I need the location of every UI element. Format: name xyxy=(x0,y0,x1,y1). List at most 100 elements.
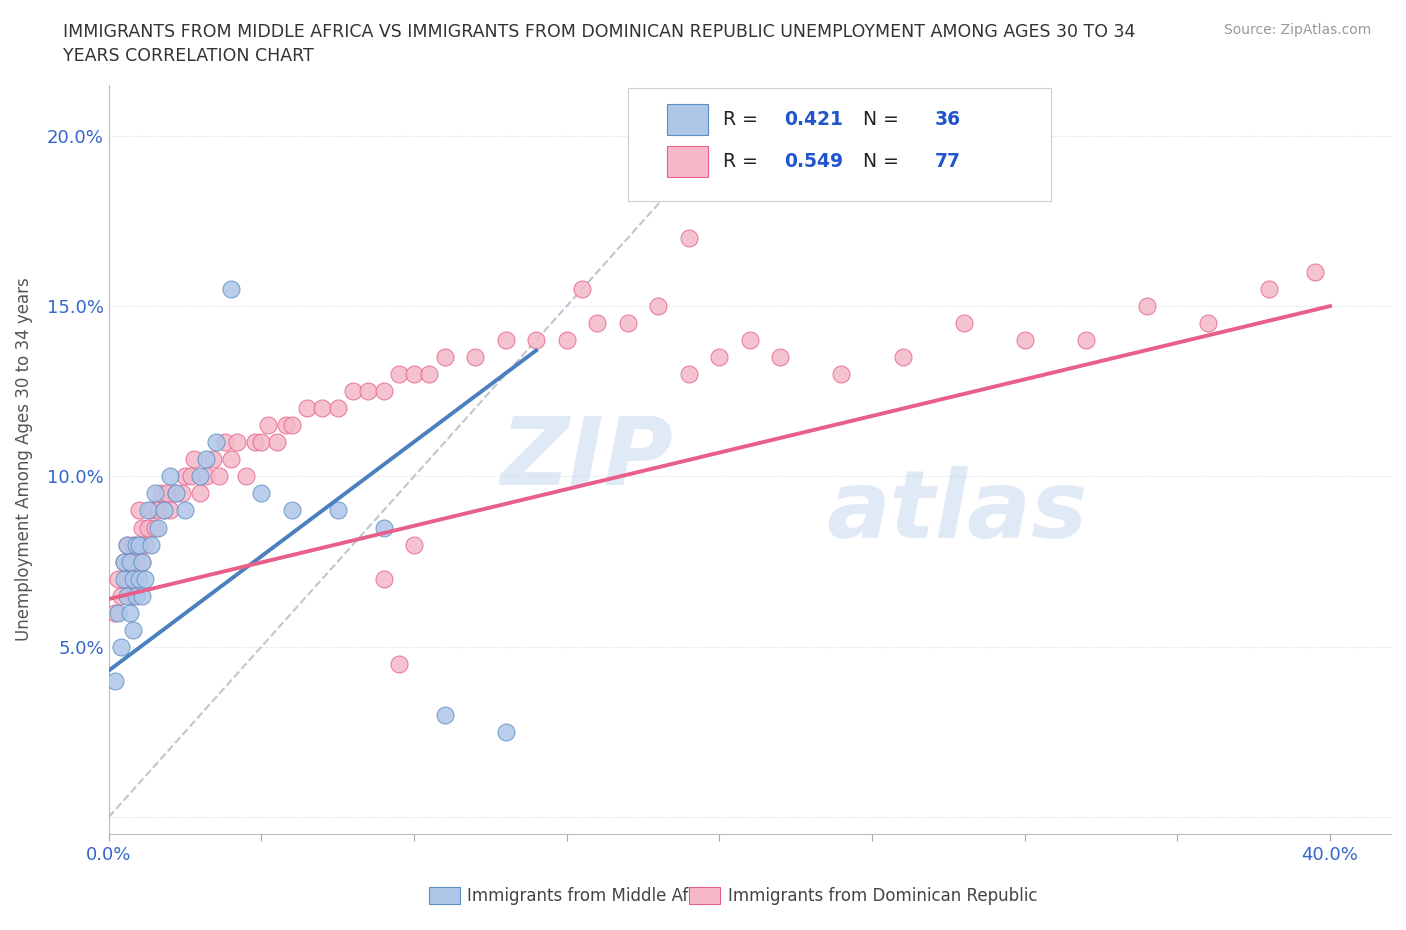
Point xyxy=(1136,299,1159,313)
Point xyxy=(134,538,156,552)
Point xyxy=(107,571,129,586)
Point xyxy=(342,384,364,399)
Point xyxy=(586,315,609,330)
Point xyxy=(326,401,349,416)
Point xyxy=(464,350,486,365)
Text: 36: 36 xyxy=(935,110,960,129)
Point xyxy=(250,486,273,501)
Y-axis label: Unemployment Among Ages 30 to 34 years: Unemployment Among Ages 30 to 34 years xyxy=(15,277,32,642)
Point xyxy=(250,435,273,450)
Point xyxy=(1197,315,1219,330)
Point xyxy=(524,333,547,348)
Point xyxy=(156,486,179,501)
Text: Immigrants from Middle Africa: Immigrants from Middle Africa xyxy=(467,886,718,905)
Point xyxy=(115,571,138,586)
Point xyxy=(891,350,914,365)
Point xyxy=(159,503,181,518)
Point xyxy=(678,231,700,246)
Point xyxy=(115,538,138,552)
Point xyxy=(214,435,236,450)
Text: Source: ZipAtlas.com: Source: ZipAtlas.com xyxy=(1223,23,1371,37)
Text: 0.421: 0.421 xyxy=(785,110,844,129)
Point xyxy=(1074,333,1097,348)
Point xyxy=(149,486,172,501)
Point xyxy=(281,418,304,432)
Point xyxy=(373,384,395,399)
Point xyxy=(952,315,974,330)
Point xyxy=(201,452,224,467)
Point xyxy=(373,520,395,535)
Point xyxy=(709,350,731,365)
Point xyxy=(402,366,425,381)
Point xyxy=(110,639,132,654)
Point xyxy=(120,554,142,569)
Text: N =: N = xyxy=(851,110,905,129)
Point xyxy=(274,418,297,432)
FancyBboxPatch shape xyxy=(666,146,707,177)
Point xyxy=(122,588,145,603)
Point xyxy=(152,503,174,518)
Point xyxy=(418,366,440,381)
Point xyxy=(131,554,153,569)
Point xyxy=(555,333,578,348)
Point xyxy=(112,554,135,569)
Point xyxy=(115,538,138,552)
Point xyxy=(104,605,127,620)
Point xyxy=(769,350,792,365)
Point xyxy=(128,538,150,552)
Text: 0.549: 0.549 xyxy=(785,152,844,171)
Point xyxy=(122,538,145,552)
Point xyxy=(678,366,700,381)
Point xyxy=(195,469,218,484)
Point xyxy=(143,520,166,535)
Point xyxy=(138,503,160,518)
Point xyxy=(616,315,638,330)
Point xyxy=(146,520,169,535)
Point xyxy=(571,282,593,297)
Point xyxy=(112,571,135,586)
Point xyxy=(134,571,156,586)
Text: 77: 77 xyxy=(935,152,960,171)
Point xyxy=(219,452,242,467)
Point xyxy=(128,571,150,586)
Point xyxy=(170,486,193,501)
Point xyxy=(120,605,142,620)
Point xyxy=(165,486,187,501)
FancyBboxPatch shape xyxy=(628,88,1052,201)
Point xyxy=(120,554,142,569)
Point xyxy=(125,538,148,552)
Point xyxy=(143,486,166,501)
Point xyxy=(266,435,288,450)
Point xyxy=(1014,333,1036,348)
Text: ZIP: ZIP xyxy=(501,414,673,505)
Point xyxy=(647,299,669,313)
Point xyxy=(128,503,150,518)
Point xyxy=(1303,265,1326,280)
Point xyxy=(122,622,145,637)
Point xyxy=(402,538,425,552)
Point xyxy=(1257,282,1279,297)
Point xyxy=(738,333,761,348)
Point xyxy=(235,469,257,484)
Text: Immigrants from Dominican Republic: Immigrants from Dominican Republic xyxy=(728,886,1038,905)
Point xyxy=(112,554,135,569)
Point xyxy=(433,708,456,723)
Point xyxy=(495,724,517,739)
FancyBboxPatch shape xyxy=(666,104,707,135)
Point xyxy=(107,605,129,620)
Point xyxy=(311,401,333,416)
Point xyxy=(830,366,852,381)
Point xyxy=(165,486,187,501)
Point xyxy=(195,452,218,467)
Point xyxy=(159,469,181,484)
Point xyxy=(146,503,169,518)
Point xyxy=(357,384,380,399)
Point xyxy=(295,401,318,416)
Point xyxy=(204,435,226,450)
Text: atlas: atlas xyxy=(827,466,1088,558)
Point xyxy=(104,673,127,688)
Point xyxy=(188,469,211,484)
Point xyxy=(388,366,411,381)
Point xyxy=(138,520,160,535)
Point xyxy=(141,503,163,518)
